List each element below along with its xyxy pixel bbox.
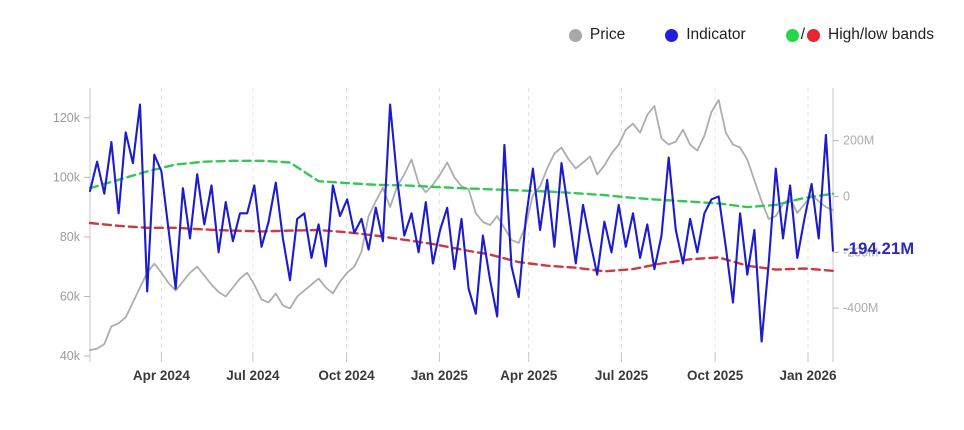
right-tick-label: 0: [843, 190, 850, 204]
low-band-legend-dot-icon: [807, 28, 821, 42]
x-tick-label: Oct 2025: [687, 368, 744, 383]
legend-item-indicator[interactable]: Indicator: [665, 26, 746, 44]
legend-label-indicator: Indicator: [686, 26, 746, 43]
left-tick-label: 80k: [60, 230, 81, 244]
series-line-indicator: [88, 103, 835, 343]
right-tick-label: -400M: [843, 301, 878, 315]
x-tick-label: Jul 2024: [226, 368, 280, 383]
legend-label-price: Price: [589, 26, 626, 43]
left-tick-label: 100k: [53, 170, 81, 184]
legend-item-high-low-bands[interactable]: / High/low bands: [785, 26, 934, 44]
x-tick-label: Apr 2024: [133, 368, 191, 383]
x-tick-label: Jan 2026: [779, 368, 837, 383]
series-line-price: [89, 99, 834, 352]
band-legend-dots: /: [785, 26, 821, 44]
left-tick-label: 120k: [53, 111, 81, 125]
high-band-legend-dot-icon: [785, 28, 799, 42]
legend-label-high-low-bands: High/low bands: [828, 26, 934, 43]
chart-legend: Price Indicator / High/low bands: [568, 26, 934, 44]
series-line-low-band: [88, 221, 835, 273]
indicator-current-value-label: -194.21M: [843, 240, 915, 258]
right-tick-label: -200M: [843, 245, 878, 259]
x-tick-label: Apr 2025: [500, 368, 558, 383]
right-tick-label: 200M: [843, 134, 874, 148]
price-legend-dot-icon: [568, 28, 582, 42]
left-tick-label: 60k: [60, 290, 81, 304]
left-tick-label: 40k: [60, 349, 81, 363]
x-tick-label: Jan 2025: [411, 368, 469, 383]
band-legend-separator: /: [800, 26, 806, 43]
x-tick-label: Jul 2025: [595, 368, 649, 383]
indicator-legend-dot-icon: [665, 28, 679, 42]
legend-item-price[interactable]: Price: [568, 26, 626, 44]
x-tick-label: Oct 2024: [318, 368, 375, 383]
